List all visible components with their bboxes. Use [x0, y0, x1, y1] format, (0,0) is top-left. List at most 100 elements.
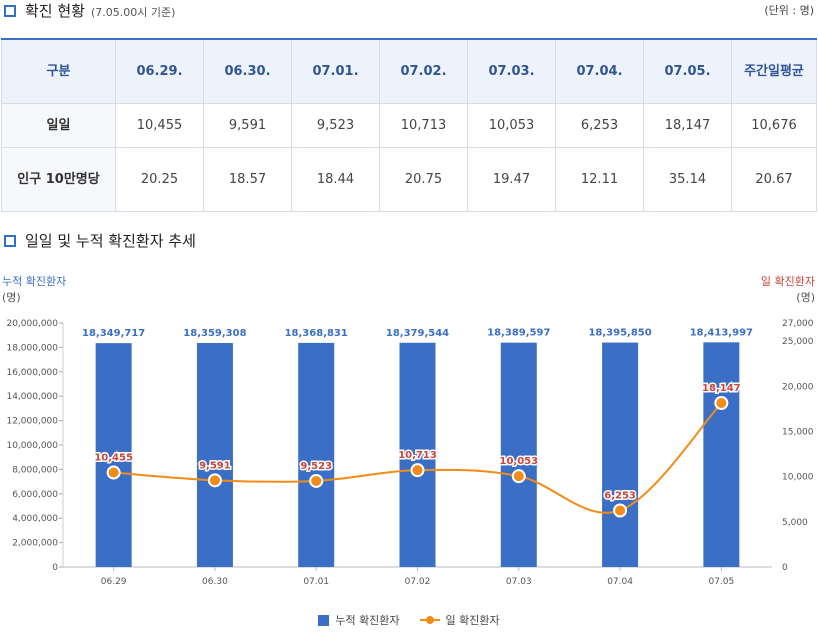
table-cell: 20.75 — [379, 147, 468, 212]
chart-legend: 누적 확진환자 일 확진환자 — [0, 612, 818, 628]
bar-cumulative — [500, 342, 537, 567]
section-header-status: 확진 현황 (7.05.00시 기준) — [4, 0, 175, 21]
x-tick-label: 07.04 — [607, 577, 633, 587]
section-header-trend: 일일 및 누적 확진환자 추세 — [4, 230, 196, 251]
legend-item-daily: 일 확진환자 — [419, 612, 500, 628]
line-data-label: 18,147 — [702, 383, 741, 394]
left-tick-label: 14,000,000 — [6, 392, 58, 402]
table-cell: 9,591 — [203, 103, 292, 148]
column-header: 구분 — [1, 38, 116, 104]
right-axis-title: 일 확진환자 — [761, 274, 815, 288]
table-cell: 19.47 — [467, 147, 556, 212]
right-tick-label: 10,000 — [782, 473, 814, 483]
table-cell: 35.14 — [643, 147, 732, 212]
bar-cumulative — [196, 343, 233, 567]
table-cell: 20.67 — [731, 147, 817, 212]
column-header: 주간일평균 — [731, 38, 817, 104]
square-bullet-icon — [4, 4, 16, 17]
line-point-daily — [410, 463, 425, 478]
line-point-daily — [106, 465, 121, 480]
column-header: 06.29. — [115, 38, 204, 104]
line-data-label: 10,455 — [94, 453, 133, 464]
row-header: 인구 10만명당 — [1, 147, 116, 212]
table-cell: 18,147 — [643, 103, 732, 148]
line-point-daily — [207, 473, 222, 488]
left-tick-label: 10,000,000 — [6, 441, 58, 451]
x-tick-label: 07.02 — [405, 577, 431, 587]
bar-data-label: 18,379,544 — [386, 328, 449, 339]
left-tick-label: 4,000,000 — [12, 514, 58, 524]
left-tick-label: 16,000,000 — [6, 368, 58, 378]
column-header: 07.03. — [467, 38, 556, 104]
bar-data-label: 18,368,831 — [285, 328, 348, 339]
table-row: 일일 10,455 9,591 9,523 10,713 10,053 6,25… — [1, 103, 817, 148]
bar-swatch-icon — [318, 614, 330, 626]
bar-data-label: 18,349,717 — [82, 328, 145, 339]
left-tick-label: 20,000,000 — [6, 319, 58, 329]
bar-cumulative — [602, 342, 639, 567]
bar-cumulative — [298, 342, 335, 567]
right-tick-label: 5,000 — [782, 518, 808, 528]
bar-data-label: 18,389,597 — [487, 328, 550, 339]
line-data-label: 9,591 — [199, 460, 231, 471]
left-tick-label: 18,000,000 — [6, 343, 58, 353]
section-title: 확진 현황 — [25, 2, 85, 20]
line-point-daily — [714, 396, 729, 411]
left-tick-label: 12,000,000 — [6, 417, 58, 427]
section-title: 일일 및 누적 확진환자 추세 — [25, 232, 196, 250]
bar-data-label: 18,413,997 — [690, 327, 753, 338]
line-data-label: 6,253 — [604, 490, 636, 501]
left-tick-label: 8,000,000 — [12, 465, 58, 475]
legend-item-cumulative: 누적 확진환자 — [318, 612, 400, 628]
row-header: 일일 — [1, 103, 116, 148]
bar-data-label: 18,395,850 — [588, 328, 651, 339]
confirmed-cases-table: 구분 06.29. 06.30. 07.01. 07.02. 07.03. 07… — [1, 38, 817, 212]
right-tick-label: 27,000 — [782, 319, 814, 329]
column-header: 06.30. — [203, 38, 292, 104]
column-header: 07.02. — [379, 38, 468, 104]
bar-cumulative — [399, 342, 436, 567]
left-tick-label: 2,000,000 — [12, 539, 58, 549]
bar-cumulative — [95, 343, 132, 567]
x-tick-label: 07.03 — [506, 577, 532, 587]
table-cell: 10,053 — [467, 103, 556, 148]
x-tick-label: 07.01 — [303, 577, 329, 587]
table-cell: 20.25 — [115, 147, 204, 212]
line-point-daily — [613, 503, 628, 518]
line-swatch-icon — [419, 615, 440, 625]
right-tick-label: 0 — [782, 563, 788, 573]
trend-chart: 누적 확진환자 (명) 일 확진환자 (명) 0 2,000,000 4,000,000 6,… — [2, 274, 815, 587]
left-axis-unit: (명) — [2, 291, 21, 304]
table-cell: 18.57 — [203, 147, 292, 212]
table-cell: 6,253 — [555, 103, 644, 148]
left-axis-title: 누적 확진환자 — [2, 275, 66, 288]
right-axis-unit: (명) — [796, 291, 815, 304]
unit-label: (단위 : 명) — [764, 4, 814, 17]
left-tick-label: 0 — [52, 563, 58, 573]
line-point-daily — [309, 473, 324, 488]
x-tick-label: 06.29 — [101, 577, 127, 587]
section-subtitle: (7.05.00시 기준) — [90, 5, 176, 19]
square-bullet-icon — [4, 234, 16, 247]
legend-label: 일 확진환자 — [445, 614, 500, 627]
line-data-label: 9,523 — [300, 461, 332, 472]
x-tick-label: 06.30 — [202, 577, 228, 587]
table-cell: 10,455 — [115, 103, 204, 148]
x-tick-label: 07.05 — [708, 577, 734, 587]
table-cell: 10,676 — [731, 103, 817, 148]
table-cell: 10,713 — [379, 103, 468, 148]
table-header-row: 구분 06.29. 06.30. 07.01. 07.02. 07.03. 07… — [1, 38, 817, 104]
right-tick-label: 15,000 — [782, 427, 814, 437]
left-tick-label: 6,000,000 — [12, 490, 58, 500]
column-header: 07.01. — [291, 38, 380, 104]
table-cell: 18.44 — [291, 147, 380, 212]
table-cell: 12.11 — [555, 147, 644, 212]
right-tick-label: 20,000 — [782, 382, 814, 392]
right-tick-label: 25,000 — [782, 337, 814, 347]
column-header: 07.05. — [643, 38, 732, 104]
line-data-label: 10,053 — [499, 456, 538, 467]
table-row: 인구 10만명당 20.25 18.57 18.44 20.75 19.47 1… — [1, 147, 817, 212]
table-cell: 9,523 — [291, 103, 380, 148]
legend-label: 누적 확진환자 — [335, 614, 400, 627]
column-header: 07.04. — [555, 38, 644, 104]
